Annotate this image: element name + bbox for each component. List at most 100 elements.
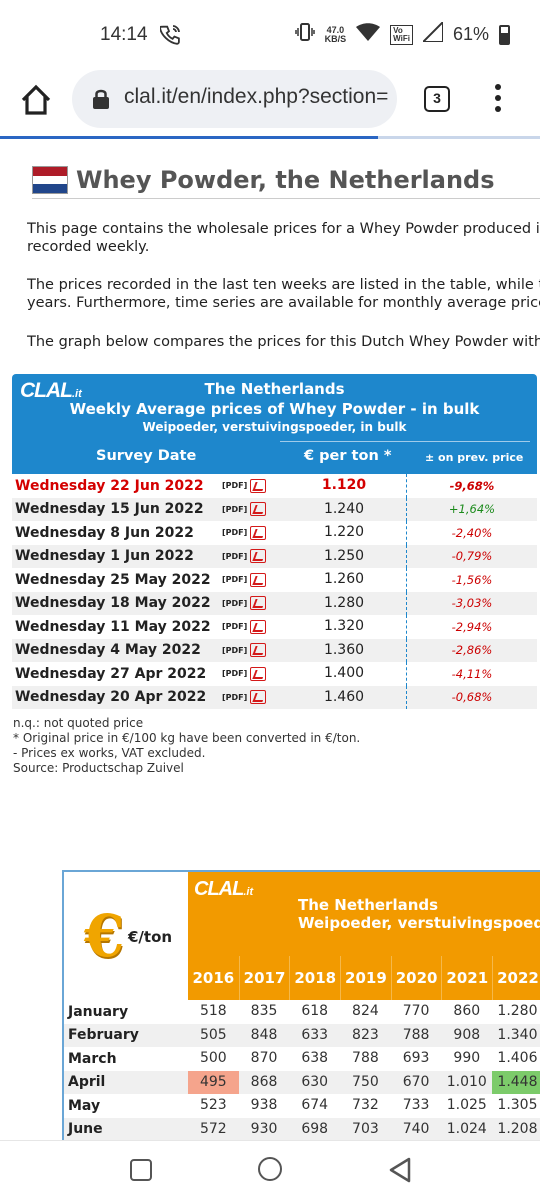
pdf-label[interactable]: [PDF] (222, 692, 248, 702)
pdf-icon[interactable] (250, 690, 267, 705)
pdf-icon[interactable] (250, 619, 267, 634)
intro-line-1: This page contains the wholesale prices … (27, 221, 540, 237)
row-price: 1.220 (282, 521, 407, 545)
row-date: Wednesday 20 Apr 2022 (15, 689, 207, 706)
progress-fill (0, 136, 378, 139)
year-headers: 2016 2017 2018 2019 2020 2021 2022 (188, 956, 540, 1000)
pdf-icon[interactable] (250, 596, 267, 611)
row-price: 1.280 (282, 591, 407, 615)
pdf-label[interactable]: [PDF] (222, 669, 248, 679)
home-icon[interactable] (18, 82, 54, 118)
lock-icon[interactable] (92, 88, 110, 110)
month-value: 1.448 (492, 1070, 540, 1094)
pdf-link[interactable]: [PDF] (222, 666, 282, 681)
weekly-prices-table: CLAL.it The Netherlands Weekly Average p… (12, 374, 537, 709)
clal-logo-monthly[interactable]: CLAL.it (194, 878, 253, 901)
month-value: 505 (199, 1026, 227, 1043)
pdf-link[interactable]: [PDF] (222, 502, 282, 517)
month-value: 523 (199, 1097, 227, 1113)
table-row: Wednesday 27 Apr 2022 [PDF] 1.400 -4,11% (12, 662, 537, 686)
home-button[interactable] (258, 1157, 282, 1181)
pdf-link[interactable]: [PDF] (222, 572, 282, 587)
row-change: -9,68% (449, 478, 495, 493)
month-value: 693 (402, 1050, 430, 1066)
pdf-label[interactable]: [PDF] (222, 598, 248, 608)
clal-logo-suffix: .it (72, 388, 82, 400)
row-change: -3,03% (451, 596, 493, 611)
flag-stripe-white (33, 175, 67, 185)
pdf-label[interactable]: [PDF] (222, 645, 248, 655)
col-change: ± on prev. price (425, 451, 524, 464)
row-change: -0,68% (451, 690, 493, 705)
tab-switcher-button[interactable]: 3 (424, 86, 450, 112)
recent-apps-button[interactable] (130, 1159, 152, 1181)
table-row: Wednesday 22 Jun 2022 [PDF] 1.120 -9,68% (12, 474, 537, 498)
status-bar: 14:14 47.0 KB/S Vo WiFi 61% (0, 0, 540, 70)
speed-value: 47.0 (326, 24, 345, 35)
monthly-table-header: CLAL.it The Netherlands Weipoeder, verst… (188, 872, 540, 1000)
graph-paragraph: The graph below compares the prices for … (27, 333, 540, 351)
month-value: 770 (402, 1003, 430, 1019)
month-value: 572 (199, 1120, 227, 1137)
pdf-link[interactable]: [PDF] (222, 690, 282, 705)
page-load-progress (0, 136, 540, 139)
monthly-table-body: January 518 835 618 824 770 860 1.280 February 50… (64, 1000, 540, 1140)
pdf-label[interactable]: [PDF] (222, 528, 248, 538)
pdf-label[interactable]: [PDF] (222, 575, 248, 585)
table-row: Wednesday 15 Jun 2022 [PDF] 1.240 +1,64% (12, 497, 537, 521)
month-value: 870 (250, 1050, 278, 1066)
pdf-icon[interactable] (250, 525, 267, 540)
month-value: 1.025 (446, 1097, 487, 1113)
pdf-icon[interactable] (250, 549, 267, 564)
month-value: 638 (301, 1050, 329, 1066)
pdf-link[interactable]: [PDF] (222, 549, 282, 564)
pdf-label[interactable]: [PDF] (222, 551, 248, 561)
pdf-label[interactable]: [PDF] (222, 622, 248, 632)
wifi-calling-icon (159, 24, 182, 51)
pdf-link[interactable]: [PDF] (222, 596, 282, 611)
pdf-link[interactable]: [PDF] (222, 619, 282, 634)
vowifi-top: Vo (393, 25, 403, 35)
pdf-icon[interactable] (250, 572, 267, 587)
url-text[interactable]: clal.it/en/index.php?section= (124, 85, 389, 108)
year-header: 2017 (238, 956, 290, 1000)
row-price: 1.250 (282, 544, 407, 568)
clal-logo[interactable]: CLAL.it (20, 379, 82, 403)
row-change: -2,40% (451, 525, 493, 540)
month-value: 495 (188, 1070, 239, 1094)
row-date: Wednesday 11 May 2022 (15, 618, 211, 635)
row-month: April (68, 1074, 106, 1091)
pdf-icon[interactable] (250, 478, 267, 493)
row-date: Wednesday 18 May 2022 (15, 595, 211, 612)
row-price: 1.320 (282, 615, 407, 639)
row-month: June (68, 1121, 103, 1138)
table-row: April 495 868 630 750 670 1.010 1.448 (64, 1070, 540, 1094)
header-divider (280, 441, 530, 442)
prices-line-2: years. Furthermore, time series are avai… (27, 295, 540, 311)
pdf-label[interactable]: [PDF] (222, 504, 248, 514)
pdf-link[interactable]: [PDF] (222, 643, 282, 658)
month-value: 633 (301, 1026, 329, 1043)
pdf-link[interactable]: [PDF] (222, 478, 282, 493)
note-vat: - Prices ex works, VAT excluded. (13, 746, 206, 760)
month-value: 740 (402, 1120, 430, 1137)
pdf-label[interactable]: [PDF] (222, 481, 248, 491)
row-price: 1.240 (282, 497, 407, 521)
pdf-link[interactable]: [PDF] (222, 525, 282, 540)
back-button[interactable] (388, 1157, 412, 1183)
table-row: June 572 930 698 703 740 1.024 1.208 (64, 1117, 540, 1140)
month-value: 1.305 (497, 1097, 538, 1113)
more-menu-icon[interactable] (490, 84, 506, 114)
pdf-icon[interactable] (250, 643, 267, 658)
address-bar[interactable]: clal.it/en/index.php?section= (72, 70, 397, 128)
month-value: 630 (301, 1073, 329, 1090)
row-change: -2,86% (451, 643, 493, 658)
month-value: 618 (301, 1003, 329, 1019)
month-value: 703 (352, 1120, 379, 1137)
year-header: 2019 (340, 956, 391, 1000)
pdf-icon[interactable] (250, 502, 267, 517)
table-row: March 500 870 638 788 693 990 1.406 (64, 1047, 540, 1071)
weekly-title-local: Weipoeder, verstuivingspoeder, in bulk (142, 420, 407, 434)
pdf-icon[interactable] (250, 666, 267, 681)
row-change: -4,11% (451, 666, 493, 681)
